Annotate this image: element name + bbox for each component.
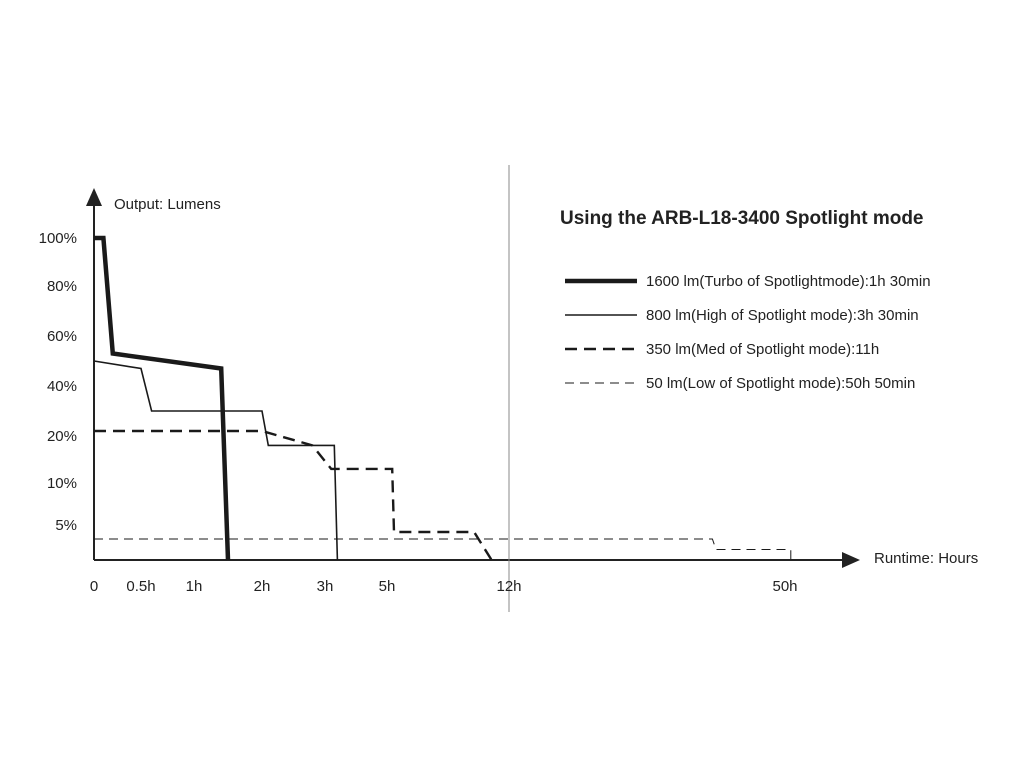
x-tick-label: 0 <box>90 578 98 595</box>
x-axis-arrow-icon <box>842 552 860 568</box>
series-line-4 <box>94 538 792 560</box>
legend: 1600 lm(Turbo of Spotlightmode):1h 30min… <box>565 273 931 392</box>
y-tick-label: 100% <box>39 230 77 247</box>
legend-label-1: 1600 lm(Turbo of Spotlightmode):1h 30min <box>646 273 931 290</box>
x-axis-title: Runtime: Hours <box>874 550 978 567</box>
legend-label-4: 50 lm(Low of Spotlight mode):50h 50min <box>646 375 915 392</box>
y-tick-label: 10% <box>47 475 77 492</box>
x-tick-label: 1h <box>186 578 203 595</box>
series-group <box>93 235 792 561</box>
x-tick-label: 2h <box>254 578 271 595</box>
x-tick-label: 0.5h <box>126 578 155 595</box>
y-tick-label: 60% <box>47 328 77 345</box>
series-line-2 <box>93 360 339 561</box>
series-line-3 <box>94 429 493 561</box>
axes: 0 0.5h 1h 2h 3h 5h 12h 50h 5% 10% 20% 40% 60% 80% 100% <box>39 165 860 612</box>
x-tick-label: 50h <box>772 578 797 595</box>
chart-title: Using the ARB-L18-3400 Spotlight mode <box>560 208 924 229</box>
x-tick-label: 12h <box>496 578 521 595</box>
y-axis-arrow-icon <box>86 188 102 206</box>
x-tick-label: 5h <box>379 578 396 595</box>
y-axis-title: Output: Lumens <box>114 196 221 213</box>
legend-label-2: 800 lm(High of Spotlight mode):3h 30min <box>646 307 919 324</box>
x-tick-label: 3h <box>317 578 334 595</box>
y-tick-label: 40% <box>47 378 77 395</box>
legend-label-3: 350 lm(Med of Spotlight mode):11h <box>646 341 879 358</box>
series-line-1 <box>94 235 231 561</box>
y-tick-label: 5% <box>55 517 77 534</box>
y-tick-label: 80% <box>47 278 77 295</box>
y-tick-label: 20% <box>47 428 77 445</box>
